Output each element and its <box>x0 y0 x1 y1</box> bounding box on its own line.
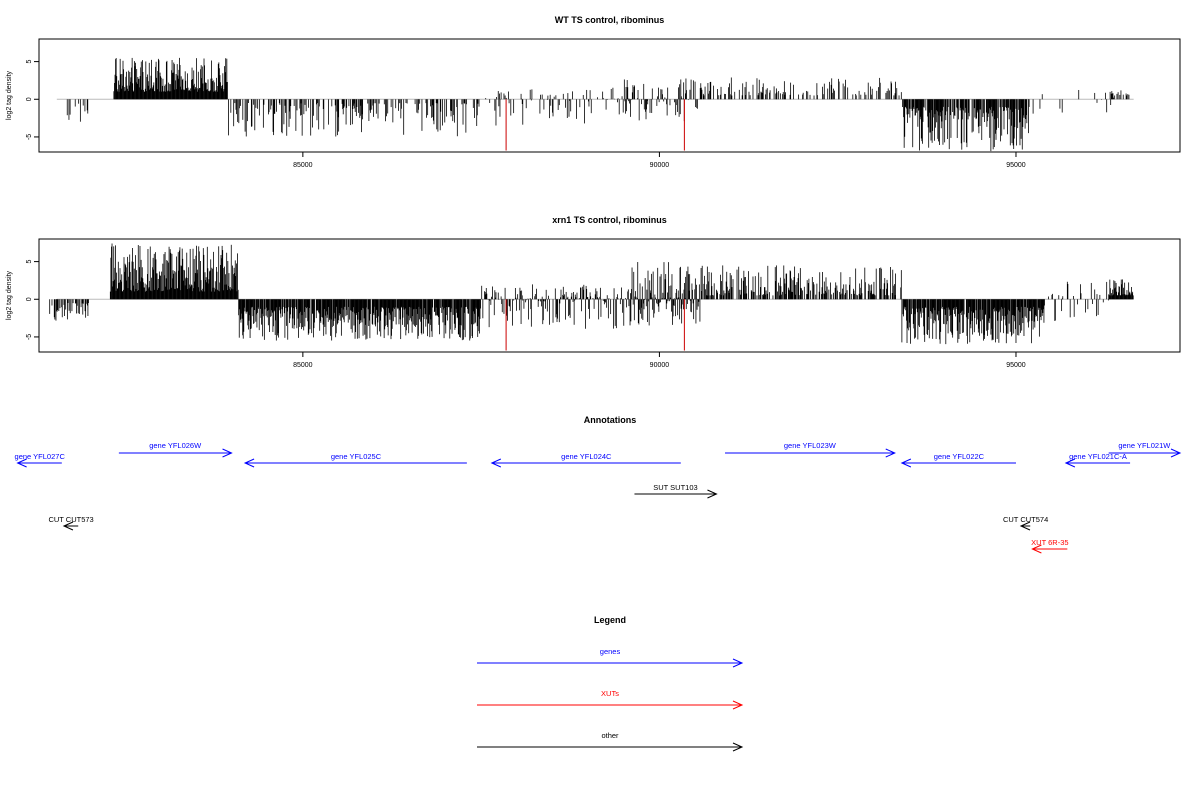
y-axis-label: log2 tag density <box>6 70 13 120</box>
annotation-arrow-head <box>490 458 502 468</box>
annotations-panel: Annotations gene YFL027C gene YFL026W gene … <box>15 415 1182 554</box>
xrn1-track-panel: xrn1 TS control, ribominus -5 0 5 log2 tag d… <box>6 215 1181 369</box>
annotations-title: Annotations <box>584 415 637 425</box>
annotation-feature: XUT 6R-35 <box>1031 538 1069 554</box>
annotation-feature: gene YFL026W <box>118 441 233 458</box>
legend-arrow-head <box>732 742 744 752</box>
y-tick-label: 5 <box>26 260 33 264</box>
annotation-feature: gene YFL021C-A <box>1064 452 1131 468</box>
annotation-label: CUT CUT573 <box>48 515 93 524</box>
annotation-label: SUT SUT103 <box>653 483 697 492</box>
annotation-label: gene YFL027C <box>15 452 66 461</box>
annotation-feature: CUT CUT574 <box>1003 515 1048 531</box>
annotation-arrow-head <box>62 521 74 531</box>
annotation-feature: SUT SUT103 <box>634 483 718 499</box>
legend-item: XUTs <box>477 689 744 710</box>
x-tick-label: 90000 <box>650 162 670 169</box>
annotation-arrow-head <box>1170 448 1182 458</box>
x-tick-label: 95000 <box>1006 362 1026 369</box>
x-tick-label: 95000 <box>1006 162 1026 169</box>
annotation-feature: gene YFL022C <box>900 452 1016 468</box>
annotation-label: gene YFL023W <box>784 441 837 450</box>
annotation-arrow-head <box>885 448 896 458</box>
legend-panel: Legend genes XUTs other <box>477 615 744 752</box>
chart-title: WT TS control, ribominus <box>555 15 665 25</box>
y-tick-label: 5 <box>26 60 33 64</box>
annotation-arrow-head <box>222 448 233 458</box>
annotation-arrow-head <box>900 458 912 468</box>
legend-title: Legend <box>594 615 626 625</box>
annotation-label: CUT CUT574 <box>1003 515 1048 524</box>
annotation-feature: gene YFL021W <box>1108 441 1182 458</box>
annotation-label: XUT 6R-35 <box>1031 538 1068 547</box>
annotation-label: gene YFL024C <box>561 452 612 461</box>
legend-label: genes <box>600 647 621 656</box>
legend-arrow-head <box>732 700 744 710</box>
y-tick-label: -5 <box>26 334 33 340</box>
annotation-label: gene YFL022C <box>934 452 985 461</box>
annotation-arrow-head <box>707 489 718 499</box>
x-tick-label: 85000 <box>293 162 313 169</box>
y-axis-label: log2 tag density <box>6 270 13 320</box>
annotation-feature: gene YFL024C <box>490 452 681 468</box>
x-tick-label: 90000 <box>650 362 670 369</box>
annotation-feature: gene YFL025C <box>243 452 467 468</box>
legend-label: other <box>601 731 619 740</box>
legend-item: other <box>477 731 744 752</box>
annotation-label: gene YFL021W <box>1118 441 1171 450</box>
legend-arrow-head <box>732 658 744 668</box>
x-tick-label: 85000 <box>293 362 313 369</box>
wt-track-panel: WT TS control, ribominus -5 0 5 log2 tag den… <box>6 15 1181 169</box>
annotation-arrow-head <box>1064 458 1076 468</box>
annotation-feature: gene YFL023W <box>725 441 896 458</box>
y-tick-label: 0 <box>26 297 33 301</box>
plot-frame <box>38 238 1181 353</box>
annotation-arrow-head <box>243 458 255 468</box>
chart-title: xrn1 TS control, ribominus <box>552 215 667 225</box>
annotation-arrow-head <box>1019 521 1031 531</box>
annotation-label: gene YFL025C <box>331 452 382 461</box>
annotation-feature: gene YFL027C <box>15 452 66 468</box>
y-tick-label: 0 <box>26 97 33 101</box>
annotation-feature: CUT CUT573 <box>48 515 94 531</box>
plot-frame <box>38 38 1181 153</box>
y-tick-label: -5 <box>26 134 33 140</box>
legend-item: genes <box>477 647 744 668</box>
annotation-label: gene YFL026W <box>149 441 202 450</box>
annotation-label: gene YFL021C-A <box>1069 452 1127 461</box>
legend-label: XUTs <box>601 689 619 698</box>
annotation-arrow-head <box>16 458 27 468</box>
annotation-arrow-head <box>1031 544 1042 554</box>
